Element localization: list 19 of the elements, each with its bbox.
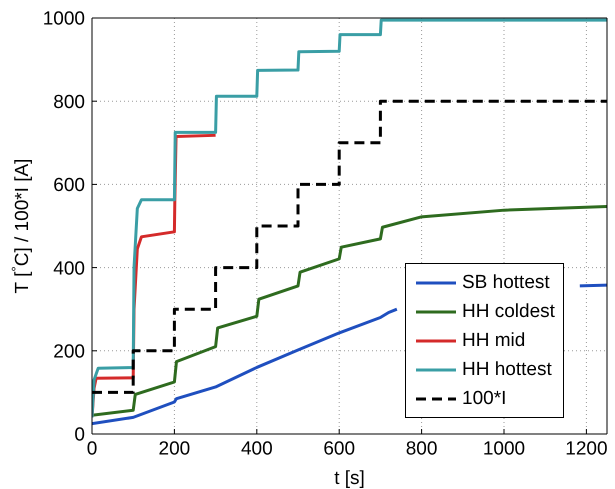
y-tick-label: 400 [53, 258, 85, 280]
y-tick-label: 200 [53, 342, 85, 363]
line-series [92, 204, 607, 417]
x-tick-label: 800 [406, 438, 438, 460]
legend-label: SB hottest [462, 271, 550, 295]
legend-label: HH coldest [462, 300, 555, 324]
legend-label: 100*I [462, 387, 506, 411]
y-tick-label: 600 [53, 175, 85, 196]
x-tick-label: 1200 [565, 438, 608, 460]
x-tick-label: 1000 [482, 438, 526, 460]
y-tick-label: 1000 [42, 8, 85, 30]
x-tick-label: 400 [240, 438, 273, 460]
x-tick-label: 200 [158, 438, 190, 460]
y-tick-label: 800 [53, 92, 85, 113]
legend-label: HH mid [462, 329, 526, 353]
y-tick-label: 0 [74, 424, 85, 446]
x-tick-label: 600 [323, 438, 356, 460]
legend-label: HH hottest [462, 358, 552, 382]
x-axis-title: t [s] [334, 468, 365, 489]
